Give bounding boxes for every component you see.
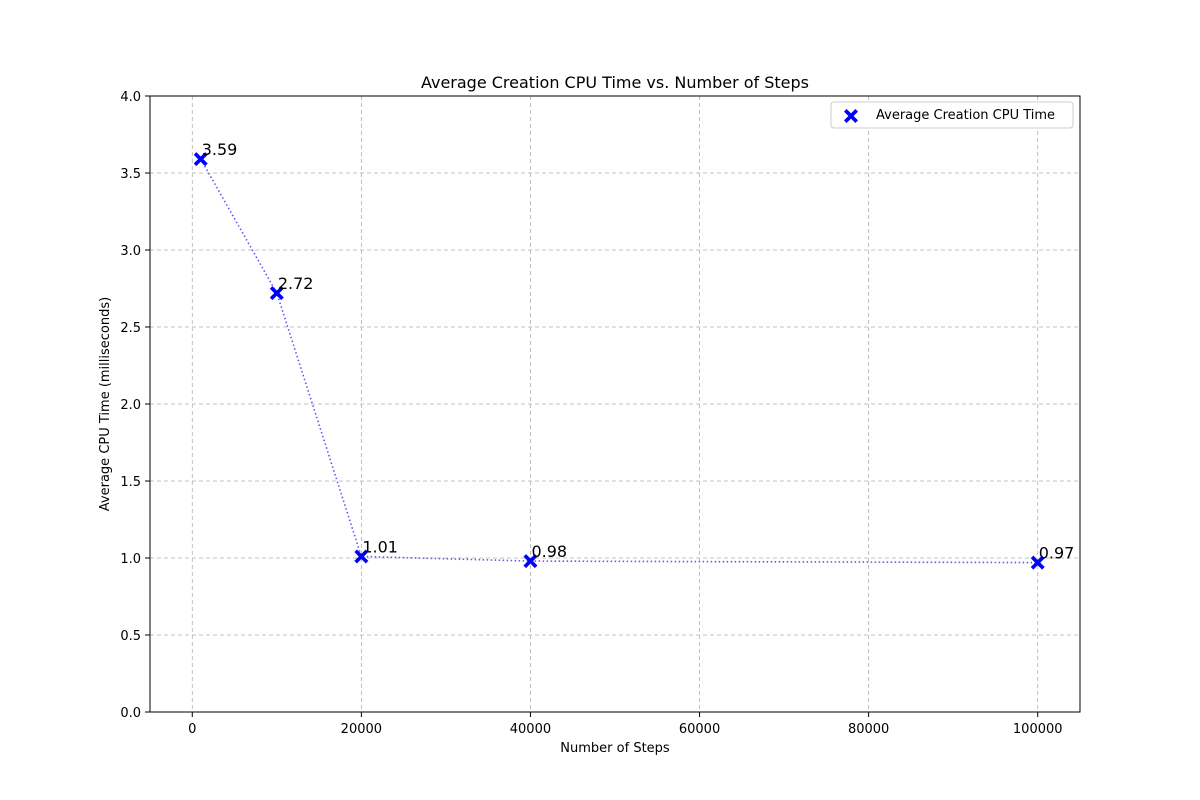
y-tick-label: 4.0 [120, 90, 141, 105]
data-label: 0.98 [531, 542, 567, 561]
y-tick-label: 1.5 [120, 475, 141, 490]
y-tick-label: 3.5 [120, 167, 141, 182]
data-point [269, 286, 284, 301]
data-label: 3.59 [202, 140, 238, 159]
y-tick-label: 0.5 [120, 629, 141, 644]
x-tick-label: 100000 [1013, 722, 1063, 737]
legend-entry: Average Creation CPU Time [876, 108, 1055, 123]
x-axis-label: Number of Steps [560, 741, 670, 756]
data-label: 2.72 [278, 274, 314, 293]
x-tick-label: 80000 [848, 722, 889, 737]
legend: Average Creation CPU Time [830, 101, 1074, 129]
x-axis: 0 20000 40000 60000 80000 100000 [188, 712, 1063, 737]
y-tick-label: 3.0 [120, 244, 141, 259]
x-tick-label: 0 [188, 722, 196, 737]
y-tick-label: 0.0 [120, 706, 141, 721]
grid-lines [150, 95, 1080, 713]
x-tick-label: 20000 [341, 722, 382, 737]
data-point [193, 152, 208, 167]
data-point [1030, 555, 1045, 570]
data-point [354, 549, 369, 564]
y-tick-label: 1.0 [120, 552, 141, 567]
data-label: 0.97 [1039, 544, 1075, 563]
series-layer: 3.59 2.72 1.01 0.98 0.97 [193, 140, 1075, 570]
data-point [523, 554, 538, 569]
y-axis: 0.0 0.5 1.0 1.5 2.0 2.5 3.0 3.5 4.0 [120, 90, 150, 721]
chart-title: Average Creation CPU Time vs. Number of … [421, 73, 809, 92]
y-tick-label: 2.5 [120, 321, 141, 336]
y-axis-label: Average CPU Time (milliseconds) [98, 297, 113, 511]
data-label: 1.01 [362, 537, 398, 556]
x-tick-label: 40000 [510, 722, 551, 737]
legend-marker-icon [844, 109, 858, 123]
y-tick-label: 2.0 [120, 398, 141, 413]
series-line [200, 158, 1038, 564]
legend-box [830, 101, 1074, 129]
x-tick-label: 60000 [679, 722, 720, 737]
